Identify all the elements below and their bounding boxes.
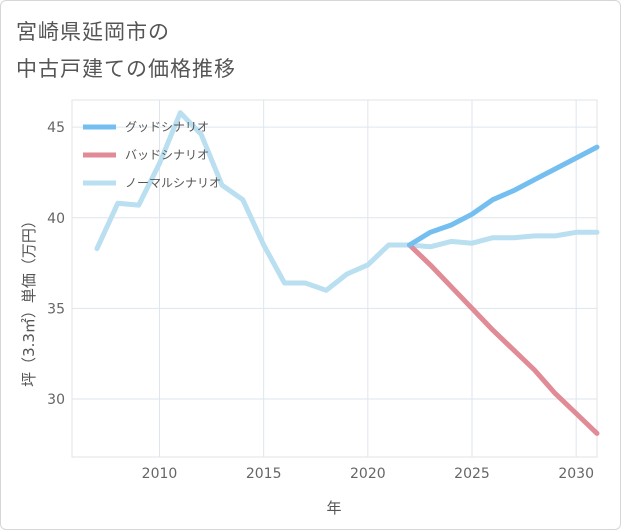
chart-title-line1: 宮崎県延岡市の [16,20,170,44]
x-tick-label: 2025 [454,466,490,482]
series-line-0 [407,144,600,248]
x-axis-label: 年 [326,499,341,517]
x-tick-label: 2010 [142,466,178,482]
x-axis-ticks: 2010 2015 2020 2025 2030 [142,466,594,482]
x-tick-label: 2020 [350,466,386,482]
legend-label: バッドシナリオ [125,148,209,162]
x-tick-label: 2015 [246,466,282,482]
legend-label: ノーマルシナリオ [125,176,221,190]
y-tick-label: 40 [47,211,65,227]
x-tick-label: 2030 [558,466,594,482]
gridlines [72,100,597,457]
series-line-1 [407,242,600,436]
y-tick-label: 35 [47,301,65,317]
y-tick-label: 30 [47,392,65,408]
y-axis-ticks: 30 35 40 45 [47,120,65,408]
y-axis-label: 坪（3.3㎡）単価（万円） [20,213,38,387]
chart-title-line2: 中古戸建ての価格推移 [16,57,236,81]
y-tick-label: 45 [47,120,65,136]
chart-title: 宮崎県延岡市の 中古戸建ての価格推移 [16,14,236,88]
legend-label: グッドシナリオ [125,120,209,134]
series-line-2 [94,110,600,293]
series-lines [94,110,600,436]
